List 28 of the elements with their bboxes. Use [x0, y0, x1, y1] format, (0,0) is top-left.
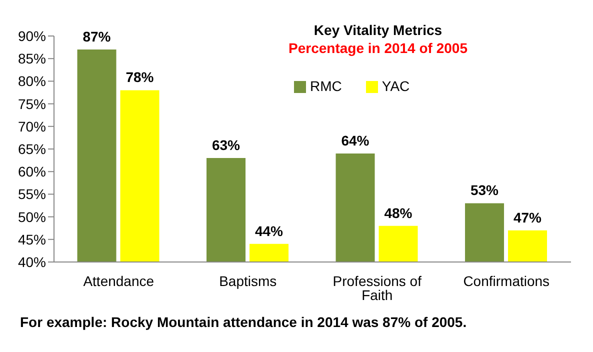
data-label: 44%: [255, 222, 284, 239]
data-label: 63%: [212, 137, 241, 154]
y-tick-label: 60%: [18, 164, 46, 180]
data-label: 87%: [82, 28, 112, 45]
data-label: 53%: [470, 182, 500, 198]
y-tick-label: 85%: [18, 50, 46, 67]
x-tick-label: Professions of Faith: [332, 272, 422, 303]
y-tick-label: 70%: [18, 118, 46, 134]
legend-label: YAC: [382, 78, 410, 94]
x-tick-label: Confirmations: [463, 272, 550, 289]
chart-subtitle: Percentage in 2014 of 2005: [288, 40, 468, 56]
data-label: 48%: [384, 204, 413, 221]
y-tick-label: 80%: [18, 73, 46, 90]
x-tick-label: Baptisms: [219, 272, 277, 289]
data-label: 47%: [514, 209, 542, 226]
y-tick-label: 45%: [18, 231, 46, 248]
chart-title: Key Vitality Metrics: [312, 22, 444, 38]
x-tick-label: Attendance: [83, 272, 154, 289]
y-tick-label: 65%: [18, 140, 46, 157]
data-label: 78%: [126, 69, 154, 86]
text: For example: Rocky Mountain attendance in 2014 was 87% of 2005.: [20, 314, 467, 330]
y-tick-label: 40%: [18, 254, 46, 270]
y-tick-label: 50%: [18, 208, 46, 225]
y-tick-label: 90%: [18, 28, 46, 44]
data-label: 64%: [341, 132, 370, 149]
y-tick-label: 75%: [18, 96, 46, 112]
legend-label: RMC: [310, 78, 342, 94]
y-tick-label: 55%: [18, 186, 46, 202]
